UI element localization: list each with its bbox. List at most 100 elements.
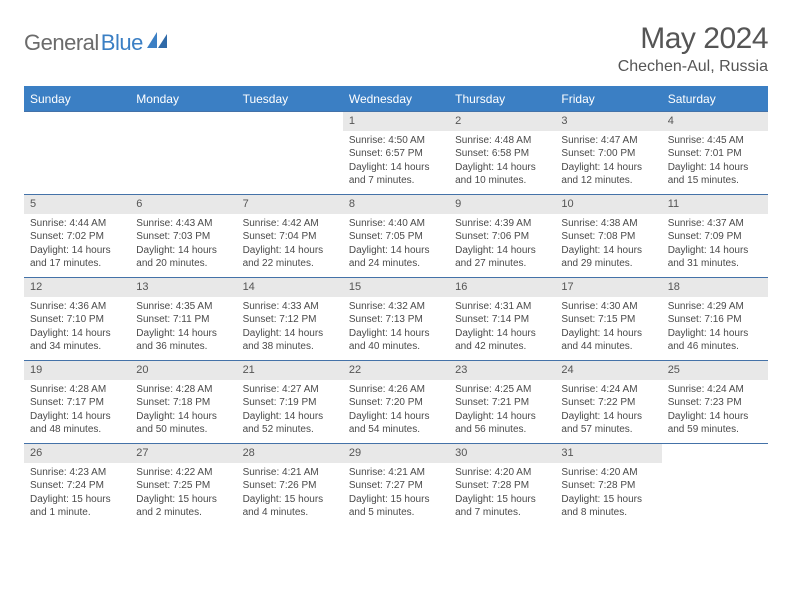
- day-details: Sunrise: 4:21 AMSunset: 7:26 PMDaylight:…: [237, 463, 343, 524]
- sunrise-text: Sunrise: 4:23 AM: [30, 466, 126, 480]
- sunrise-text: Sunrise: 4:25 AM: [455, 383, 551, 397]
- daylight-text: Daylight: 14 hours and 52 minutes.: [243, 410, 339, 437]
- logo-text-1: General: [24, 30, 99, 56]
- sunrise-text: Sunrise: 4:35 AM: [136, 300, 232, 314]
- calendar-cell: 30Sunrise: 4:20 AMSunset: 7:28 PMDayligh…: [449, 444, 555, 526]
- day-details: Sunrise: 4:43 AMSunset: 7:03 PMDaylight:…: [130, 214, 236, 275]
- daylight-text: Daylight: 15 hours and 1 minute.: [30, 493, 126, 520]
- sunrise-text: Sunrise: 4:36 AM: [30, 300, 126, 314]
- calendar-week: 26Sunrise: 4:23 AMSunset: 7:24 PMDayligh…: [24, 443, 768, 526]
- sunrise-text: Sunrise: 4:47 AM: [561, 134, 657, 148]
- header: GeneralBlue May 2024 Chechen-Aul, Russia: [24, 22, 768, 76]
- day-details: Sunrise: 4:23 AMSunset: 7:24 PMDaylight:…: [24, 463, 130, 524]
- calendar-cell: 5Sunrise: 4:44 AMSunset: 7:02 PMDaylight…: [24, 195, 130, 277]
- day-number: 10: [555, 195, 661, 214]
- day-details: Sunrise: 4:39 AMSunset: 7:06 PMDaylight:…: [449, 214, 555, 275]
- calendar-cell: 31Sunrise: 4:20 AMSunset: 7:28 PMDayligh…: [555, 444, 661, 526]
- day-number: 3: [555, 112, 661, 131]
- day-details: Sunrise: 4:26 AMSunset: 7:20 PMDaylight:…: [343, 380, 449, 441]
- sunset-text: Sunset: 7:24 PM: [30, 479, 126, 493]
- sunset-text: Sunset: 7:10 PM: [30, 313, 126, 327]
- daylight-text: Daylight: 14 hours and 36 minutes.: [136, 327, 232, 354]
- day-header: Monday: [130, 88, 236, 111]
- daylight-text: Daylight: 14 hours and 38 minutes.: [243, 327, 339, 354]
- day-number: 8: [343, 195, 449, 214]
- title-block: May 2024 Chechen-Aul, Russia: [618, 22, 768, 76]
- day-number: 27: [130, 444, 236, 463]
- day-details: Sunrise: 4:24 AMSunset: 7:23 PMDaylight:…: [662, 380, 768, 441]
- day-number: 31: [555, 444, 661, 463]
- day-header: Saturday: [662, 88, 768, 111]
- sunrise-text: Sunrise: 4:44 AM: [30, 217, 126, 231]
- sunset-text: Sunset: 7:20 PM: [349, 396, 445, 410]
- sunrise-text: Sunrise: 4:24 AM: [668, 383, 764, 397]
- day-details: Sunrise: 4:40 AMSunset: 7:05 PMDaylight:…: [343, 214, 449, 275]
- sunset-text: Sunset: 7:12 PM: [243, 313, 339, 327]
- sunrise-text: Sunrise: 4:20 AM: [561, 466, 657, 480]
- sunset-text: Sunset: 7:02 PM: [30, 230, 126, 244]
- calendar-cell: 10Sunrise: 4:38 AMSunset: 7:08 PMDayligh…: [555, 195, 661, 277]
- sunrise-text: Sunrise: 4:26 AM: [349, 383, 445, 397]
- sunset-text: Sunset: 6:57 PM: [349, 147, 445, 161]
- sunrise-text: Sunrise: 4:21 AM: [349, 466, 445, 480]
- sunset-text: Sunset: 7:25 PM: [136, 479, 232, 493]
- calendar-cell: 19Sunrise: 4:28 AMSunset: 7:17 PMDayligh…: [24, 361, 130, 443]
- day-details: Sunrise: 4:45 AMSunset: 7:01 PMDaylight:…: [662, 131, 768, 192]
- sunset-text: Sunset: 7:15 PM: [561, 313, 657, 327]
- calendar-cell: [130, 112, 236, 194]
- sunset-text: Sunset: 7:19 PM: [243, 396, 339, 410]
- sunset-text: Sunset: 7:17 PM: [30, 396, 126, 410]
- daylight-text: Daylight: 15 hours and 2 minutes.: [136, 493, 232, 520]
- calendar-cell: 17Sunrise: 4:30 AMSunset: 7:15 PMDayligh…: [555, 278, 661, 360]
- day-details: Sunrise: 4:20 AMSunset: 7:28 PMDaylight:…: [449, 463, 555, 524]
- sunset-text: Sunset: 7:22 PM: [561, 396, 657, 410]
- calendar-cell: 16Sunrise: 4:31 AMSunset: 7:14 PMDayligh…: [449, 278, 555, 360]
- calendar-cell: 27Sunrise: 4:22 AMSunset: 7:25 PMDayligh…: [130, 444, 236, 526]
- day-header: Wednesday: [343, 88, 449, 111]
- day-number: 15: [343, 278, 449, 297]
- day-details: Sunrise: 4:44 AMSunset: 7:02 PMDaylight:…: [24, 214, 130, 275]
- sunset-text: Sunset: 7:06 PM: [455, 230, 551, 244]
- day-number: 22: [343, 361, 449, 380]
- calendar-cell: 14Sunrise: 4:33 AMSunset: 7:12 PMDayligh…: [237, 278, 343, 360]
- calendar-cell: 8Sunrise: 4:40 AMSunset: 7:05 PMDaylight…: [343, 195, 449, 277]
- sunrise-text: Sunrise: 4:31 AM: [455, 300, 551, 314]
- daylight-text: Daylight: 15 hours and 7 minutes.: [455, 493, 551, 520]
- day-number: 25: [662, 361, 768, 380]
- daylight-text: Daylight: 15 hours and 5 minutes.: [349, 493, 445, 520]
- day-details: Sunrise: 4:28 AMSunset: 7:17 PMDaylight:…: [24, 380, 130, 441]
- daylight-text: Daylight: 14 hours and 42 minutes.: [455, 327, 551, 354]
- day-number: 5: [24, 195, 130, 214]
- day-details: Sunrise: 4:22 AMSunset: 7:25 PMDaylight:…: [130, 463, 236, 524]
- day-number: 2: [449, 112, 555, 131]
- sunset-text: Sunset: 7:18 PM: [136, 396, 232, 410]
- month-title: May 2024: [618, 22, 768, 56]
- day-details: Sunrise: 4:20 AMSunset: 7:28 PMDaylight:…: [555, 463, 661, 524]
- logo-text-2: Blue: [101, 30, 143, 56]
- sunrise-text: Sunrise: 4:43 AM: [136, 217, 232, 231]
- sunrise-text: Sunrise: 4:38 AM: [561, 217, 657, 231]
- calendar-cell: 20Sunrise: 4:28 AMSunset: 7:18 PMDayligh…: [130, 361, 236, 443]
- calendar-cell: 23Sunrise: 4:25 AMSunset: 7:21 PMDayligh…: [449, 361, 555, 443]
- location: Chechen-Aul, Russia: [618, 58, 768, 76]
- calendar-cell: 4Sunrise: 4:45 AMSunset: 7:01 PMDaylight…: [662, 112, 768, 194]
- sunrise-text: Sunrise: 4:33 AM: [243, 300, 339, 314]
- calendar-cell: 15Sunrise: 4:32 AMSunset: 7:13 PMDayligh…: [343, 278, 449, 360]
- day-details: Sunrise: 4:28 AMSunset: 7:18 PMDaylight:…: [130, 380, 236, 441]
- sunset-text: Sunset: 7:23 PM: [668, 396, 764, 410]
- calendar-cell: 11Sunrise: 4:37 AMSunset: 7:09 PMDayligh…: [662, 195, 768, 277]
- day-details: Sunrise: 4:33 AMSunset: 7:12 PMDaylight:…: [237, 297, 343, 358]
- day-details: Sunrise: 4:31 AMSunset: 7:14 PMDaylight:…: [449, 297, 555, 358]
- day-number: 1: [343, 112, 449, 131]
- sunrise-text: Sunrise: 4:32 AM: [349, 300, 445, 314]
- daylight-text: Daylight: 14 hours and 48 minutes.: [30, 410, 126, 437]
- daylight-text: Daylight: 14 hours and 22 minutes.: [243, 244, 339, 271]
- day-details: Sunrise: 4:27 AMSunset: 7:19 PMDaylight:…: [237, 380, 343, 441]
- sunset-text: Sunset: 7:03 PM: [136, 230, 232, 244]
- sunset-text: Sunset: 7:14 PM: [455, 313, 551, 327]
- sunset-text: Sunset: 7:11 PM: [136, 313, 232, 327]
- calendar-week: 12Sunrise: 4:36 AMSunset: 7:10 PMDayligh…: [24, 277, 768, 360]
- daylight-text: Daylight: 14 hours and 7 minutes.: [349, 161, 445, 188]
- calendar-cell: 22Sunrise: 4:26 AMSunset: 7:20 PMDayligh…: [343, 361, 449, 443]
- daylight-text: Daylight: 14 hours and 24 minutes.: [349, 244, 445, 271]
